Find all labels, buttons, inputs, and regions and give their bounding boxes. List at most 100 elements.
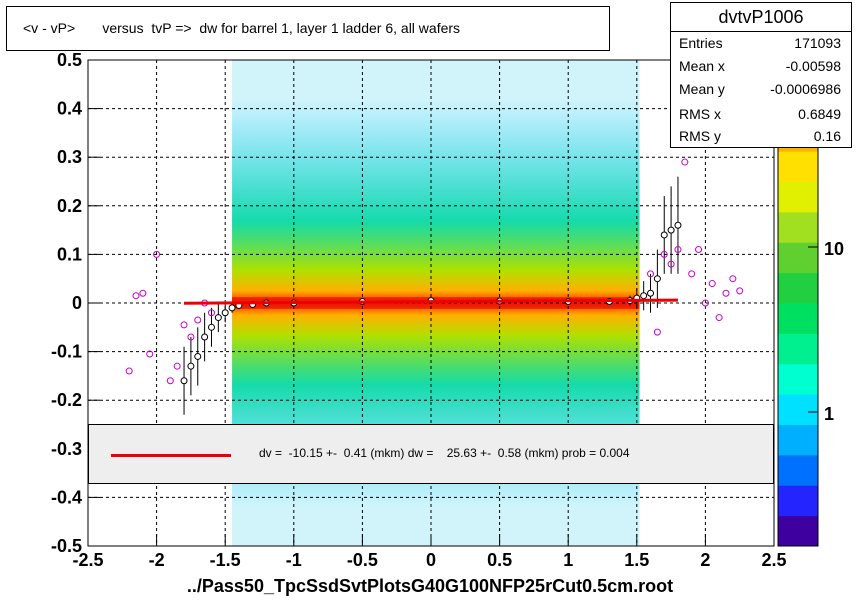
colorbar-segment bbox=[778, 181, 818, 213]
mean-point bbox=[667, 226, 675, 234]
x-axis-title: ../Pass50_TpcSsdSvtPlotsG40G100NFP25rCut… bbox=[186, 576, 674, 596]
stat-row-rms-x: RMS x 0.6849 bbox=[679, 106, 841, 128]
y-tick-label: -0.4 bbox=[51, 487, 82, 507]
colorbar-segment bbox=[778, 303, 818, 334]
fit-legend: dv = -10.15 +- 0.41 (mkm) dw = 25.63 +- … bbox=[88, 424, 774, 484]
colorbar-tick-label: 1 bbox=[824, 404, 834, 424]
colorbar-segment bbox=[778, 333, 818, 365]
rms-point bbox=[180, 321, 188, 329]
rms-point bbox=[708, 280, 716, 288]
rms-point bbox=[207, 309, 215, 317]
x-tick-label: -2.5 bbox=[72, 550, 103, 570]
rms-point bbox=[681, 158, 689, 166]
mean-point bbox=[674, 221, 682, 229]
rms-point bbox=[173, 362, 181, 370]
stat-row-rms-y: RMS y 0.16 bbox=[679, 128, 841, 150]
mean-point bbox=[640, 292, 648, 300]
y-tick-label: -0.2 bbox=[51, 390, 82, 410]
rms-point bbox=[125, 367, 133, 375]
rms-point bbox=[153, 250, 161, 258]
y-tick-label: -0.5 bbox=[51, 536, 82, 556]
rms-point bbox=[715, 314, 723, 322]
y-tick-label: 0.4 bbox=[57, 99, 82, 119]
mean-point bbox=[228, 304, 236, 312]
rms-point bbox=[132, 292, 140, 300]
colorbar-segment bbox=[778, 424, 818, 456]
stat-label: Entries bbox=[679, 35, 723, 51]
stat-label: Mean y bbox=[679, 81, 725, 97]
stat-label: RMS y bbox=[679, 128, 721, 144]
title-box: <v - vP> versus tvP => dw for barrel 1, … bbox=[6, 6, 610, 51]
stat-label: Mean x bbox=[679, 58, 725, 74]
rms-point bbox=[187, 333, 195, 341]
colorbar-segment bbox=[778, 454, 818, 486]
mean-point bbox=[201, 333, 209, 341]
y-tick-label: 0.1 bbox=[57, 244, 82, 264]
colorbar-segment bbox=[778, 515, 818, 547]
colorbar-segment bbox=[778, 151, 818, 182]
colorbar-segment bbox=[778, 394, 818, 425]
rms-point bbox=[194, 316, 202, 324]
rms-point bbox=[139, 289, 147, 297]
rms-point bbox=[688, 270, 696, 278]
rms-point bbox=[667, 260, 675, 268]
mean-point bbox=[214, 314, 222, 322]
x-tick-label: -0.5 bbox=[347, 550, 378, 570]
x-tick-label: 2 bbox=[700, 550, 710, 570]
rms-point bbox=[653, 328, 661, 336]
colorbar-tick-label: 10 bbox=[824, 239, 844, 259]
stats-divider bbox=[671, 31, 851, 32]
rms-point bbox=[660, 250, 668, 258]
fit-legend-line bbox=[111, 454, 231, 457]
chart-title: <v - vP> versus tvP => dw for barrel 1, … bbox=[23, 20, 461, 36]
stat-row-mean-y: Mean y -0.0006986 bbox=[679, 81, 841, 103]
mean-point bbox=[647, 289, 655, 297]
mean-point bbox=[180, 377, 188, 385]
mean-point bbox=[660, 231, 668, 239]
mean-point bbox=[221, 309, 229, 317]
stats-box: dvtvP1006 Entries 171093 Mean x -0.00598… bbox=[670, 2, 852, 148]
rms-point bbox=[701, 299, 709, 307]
y-tick-label: -0.1 bbox=[51, 342, 82, 362]
colorbar-segment bbox=[778, 272, 818, 304]
y-tick-label: 0.3 bbox=[57, 147, 82, 167]
stat-value: 0.16 bbox=[813, 128, 841, 144]
x-tick-label: 2.5 bbox=[761, 550, 786, 570]
stat-value: 171093 bbox=[794, 35, 841, 51]
colorbar-segment bbox=[778, 485, 818, 517]
rms-point bbox=[146, 350, 154, 358]
y-tick-label: 0.5 bbox=[57, 50, 82, 70]
rms-point bbox=[166, 377, 174, 385]
stat-row-entries: Entries 171093 bbox=[679, 35, 841, 57]
x-tick-label: 1.5 bbox=[624, 550, 649, 570]
x-tick-label: 0.5 bbox=[487, 550, 512, 570]
colorbar-segment bbox=[778, 211, 818, 243]
mean-point bbox=[194, 352, 202, 360]
rms-point bbox=[736, 287, 744, 295]
stat-label: RMS x bbox=[679, 106, 721, 122]
y-tick-label: 0 bbox=[72, 293, 82, 313]
rms-point bbox=[674, 246, 682, 254]
rms-point bbox=[729, 275, 737, 283]
mean-point bbox=[207, 323, 215, 331]
fit-line bbox=[184, 298, 678, 305]
stats-title: dvtvP1006 bbox=[718, 7, 804, 27]
x-tick-label: 0 bbox=[426, 550, 436, 570]
stat-value: -0.0006986 bbox=[770, 81, 841, 97]
x-tick-label: 1 bbox=[563, 550, 573, 570]
fit-legend-text: dv = -10.15 +- 0.41 (mkm) dw = 25.63 +- … bbox=[259, 446, 630, 460]
stat-value: -0.00598 bbox=[785, 58, 841, 74]
rms-point bbox=[722, 289, 730, 297]
mean-point bbox=[653, 275, 661, 283]
stat-row-mean-x: Mean x -0.00598 bbox=[679, 58, 841, 80]
rms-point bbox=[695, 246, 703, 254]
x-tick-label: -2 bbox=[149, 550, 165, 570]
stat-value: 0.6849 bbox=[798, 106, 841, 122]
rms-point bbox=[647, 270, 655, 278]
y-tick-label: 0.2 bbox=[57, 196, 82, 216]
colorbar-segment bbox=[778, 363, 818, 395]
x-tick-label: -1 bbox=[286, 550, 302, 570]
mean-point bbox=[187, 362, 195, 370]
x-tick-label: -1.5 bbox=[210, 550, 241, 570]
y-tick-label: -0.3 bbox=[51, 439, 82, 459]
